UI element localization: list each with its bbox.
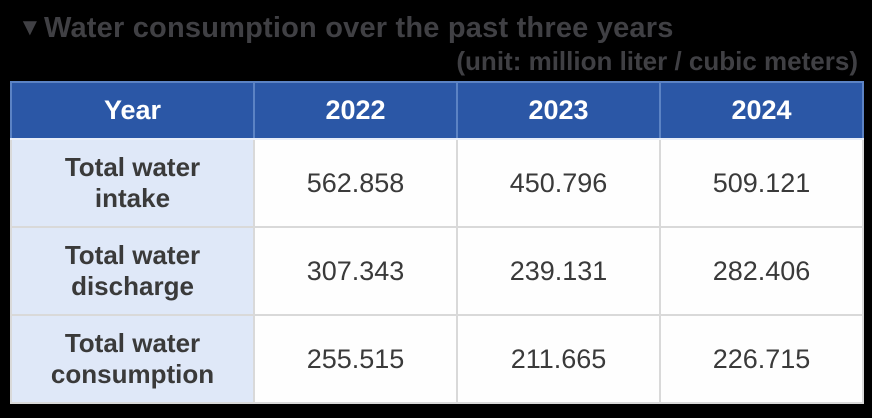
- table-row: Total water discharge 307.343 239.131 28…: [10, 226, 864, 316]
- row-label-total-water-intake: Total water intake: [10, 138, 255, 228]
- col-header-2024: 2024: [659, 81, 864, 140]
- col-header-year: Year: [10, 81, 255, 140]
- unit-note: (unit: million liter / cubic meters): [456, 46, 858, 76]
- value-cell: 509.121: [659, 138, 864, 228]
- page-title: ▼Water consumption over the past three y…: [10, 6, 862, 45]
- table-row: Total water intake 562.858 450.796 509.1…: [10, 138, 864, 228]
- row-label-total-water-discharge: Total water discharge: [10, 226, 255, 316]
- value-cell: 307.343: [253, 226, 458, 316]
- value-cell: 226.715: [659, 314, 864, 404]
- row-label-total-water-consumption: Total water consumption: [10, 314, 255, 404]
- triangle-marker-icon: ▼: [18, 14, 42, 41]
- water-consumption-table: Year 2022 2023 2024 Total water intake 5…: [10, 81, 864, 404]
- value-cell: 282.406: [659, 226, 864, 316]
- value-cell: 211.665: [456, 314, 661, 404]
- value-cell: 562.858: [253, 138, 458, 228]
- value-cell: 239.131: [456, 226, 661, 316]
- value-cell: 450.796: [456, 138, 661, 228]
- value-cell: 255.515: [253, 314, 458, 404]
- col-header-2023: 2023: [456, 81, 661, 140]
- page-title-text: Water consumption over the past three ye…: [43, 12, 674, 44]
- table-row: Total water consumption 255.515 211.665 …: [10, 314, 864, 404]
- table-header-row: Year 2022 2023 2024: [10, 81, 864, 140]
- col-header-2022: 2022: [253, 81, 458, 140]
